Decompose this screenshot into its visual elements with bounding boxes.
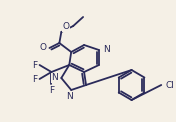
Text: O: O (62, 22, 69, 31)
Text: N: N (103, 46, 110, 55)
Text: N: N (52, 73, 58, 82)
Text: Cl: Cl (165, 81, 174, 90)
Text: N: N (66, 92, 73, 101)
Text: O: O (39, 44, 46, 52)
Text: F: F (32, 61, 38, 70)
Text: F: F (32, 75, 38, 83)
Text: F: F (49, 86, 54, 95)
